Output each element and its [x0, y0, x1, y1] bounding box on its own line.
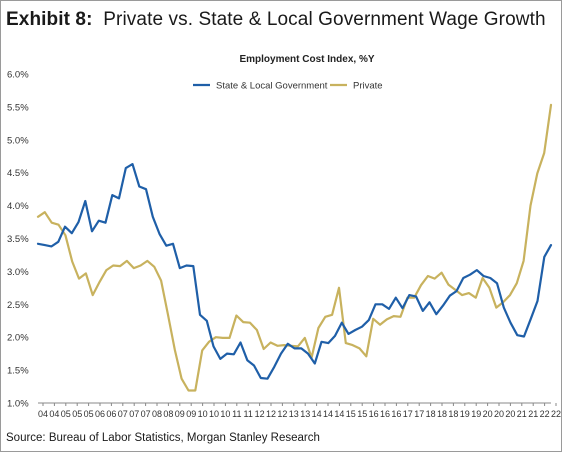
- x-tick-label: 17: [414, 409, 424, 419]
- x-tick-label: 16: [369, 409, 379, 419]
- x-axis: 04 04 05 05 05 06 06 07 07 07 08 08 09 09 10 10 10 11 11 12…: [38, 402, 561, 419]
- legend-label: State & Local Government: [216, 81, 328, 92]
- x-tick-label: 17: [403, 409, 413, 419]
- x-tick-label: 19: [471, 409, 481, 419]
- x-tick-label: 09: [186, 409, 196, 419]
- x-tick-label: 14: [323, 409, 333, 419]
- x-tick-label: 05: [61, 409, 71, 419]
- legend-label: Private: [353, 81, 383, 92]
- x-tick-label: 06: [95, 409, 105, 419]
- y-tick-label: 5.5%: [7, 102, 29, 113]
- x-tick-label: 20: [505, 409, 515, 419]
- x-tick-label: 22: [551, 409, 561, 419]
- x-tick-label: 08: [163, 409, 173, 419]
- x-tick-label: 12: [255, 409, 265, 419]
- x-tick-label: 05: [84, 409, 94, 419]
- x-tick-label: 19: [460, 409, 470, 419]
- series-line-state-local: [36, 163, 553, 380]
- y-tick-label: 3.0%: [7, 267, 29, 278]
- x-tick-label: 15: [346, 409, 356, 419]
- x-tick-label: 22: [540, 409, 550, 419]
- x-tick-label: 15: [357, 409, 367, 419]
- x-tick-label: 21: [517, 409, 527, 419]
- y-axis: 1.0% 1.5% 2.0% 2.5% 3.0% 3.5% 4.0% 4.5% 5.0% 5.5%…: [7, 70, 29, 410]
- x-tick-label: 16: [380, 409, 390, 419]
- x-tick-label: 04: [38, 409, 48, 419]
- y-tick-label: 3.5%: [7, 234, 29, 245]
- x-tick-label: 07: [141, 409, 151, 419]
- y-tick-label: 1.0%: [7, 399, 29, 410]
- x-tick-label: 09: [175, 409, 185, 419]
- y-tick-label: 4.5%: [7, 168, 29, 179]
- y-tick-label: 2.0%: [7, 333, 29, 344]
- x-tick-label: 11: [232, 409, 241, 419]
- x-tick-label: 18: [448, 409, 458, 419]
- x-tick-label: 10: [220, 409, 230, 419]
- chart-title: Employment Cost Index, %Y: [239, 54, 374, 65]
- legend: State & Local Government Private: [193, 81, 383, 92]
- exhibit-title: Private vs. State & Local Government Wag…: [103, 9, 546, 30]
- x-tick-label: 07: [118, 409, 128, 419]
- series-group: [36, 103, 553, 392]
- x-tick-label: 07: [129, 409, 139, 419]
- x-tick-label: 13: [300, 409, 310, 419]
- x-tick-label: 06: [106, 409, 116, 419]
- x-tick-label: 20: [494, 409, 504, 419]
- x-tick-label: 10: [209, 409, 219, 419]
- x-tick-label: 20: [483, 409, 493, 419]
- x-tick-label: 14: [312, 409, 322, 419]
- x-tick-label: 18: [437, 409, 447, 419]
- series-line-private: [36, 103, 553, 392]
- x-tick-label: 18: [426, 409, 436, 419]
- exhibit-header: Exhibit 8: Private vs. State & Local Gov…: [6, 9, 546, 31]
- y-tick-label: 1.5%: [7, 366, 29, 377]
- x-tick-label: 14: [334, 409, 344, 419]
- exhibit-label: Exhibit 8:: [6, 9, 93, 30]
- y-tick-label: 4.0%: [7, 201, 29, 212]
- x-tick-label: 12: [266, 409, 276, 419]
- x-tick-label: 16: [391, 409, 401, 419]
- x-tick-label: 21: [528, 409, 538, 419]
- y-tick-label: 6.0%: [7, 70, 29, 81]
- x-tick-label: 13: [289, 409, 299, 419]
- x-tick-label: 04: [49, 409, 59, 419]
- x-tick-label: 08: [152, 409, 162, 419]
- x-tick-label: 12: [277, 409, 287, 419]
- y-tick-label: 5.0%: [7, 135, 29, 146]
- y-tick-label: 2.5%: [7, 300, 29, 311]
- x-tick-label: 11: [244, 409, 253, 419]
- x-tick-label: 10: [198, 409, 208, 419]
- source-note: Source: Bureau of Labor Statistics, Morg…: [6, 432, 320, 444]
- x-tick-label: 05: [72, 409, 82, 419]
